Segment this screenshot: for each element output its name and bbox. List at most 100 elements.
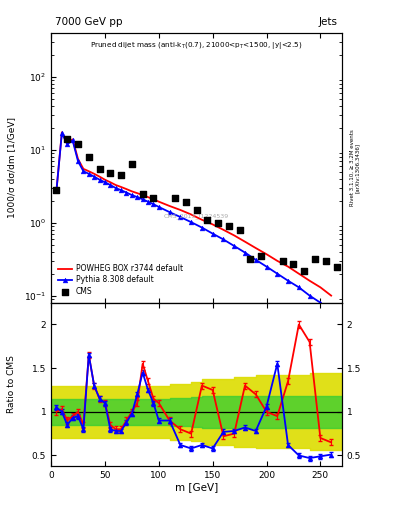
CMS — [118, 171, 124, 179]
Pythia 8.308 default — [108, 182, 113, 188]
Pythia 8.308 default — [86, 171, 91, 177]
CMS — [140, 190, 146, 198]
CMS — [237, 226, 243, 234]
Pythia 8.308 default — [70, 137, 75, 143]
Pythia 8.308 default — [189, 219, 193, 225]
Pythia 8.308 default — [103, 179, 107, 185]
POWHEG BOX r3744 default — [86, 168, 91, 174]
Pythia 8.308 default — [119, 187, 123, 194]
POWHEG BOX r3744 default — [103, 177, 107, 183]
CMS — [129, 159, 135, 167]
X-axis label: m [GeV]: m [GeV] — [175, 482, 218, 493]
POWHEG BOX r3744 default — [97, 174, 102, 180]
Text: 7000 GeV pp: 7000 GeV pp — [55, 17, 123, 27]
CMS — [290, 260, 297, 268]
POWHEG BOX r3744 default — [307, 278, 312, 284]
POWHEG BOX r3744 default — [189, 211, 193, 218]
POWHEG BOX r3744 default — [329, 292, 334, 298]
POWHEG BOX r3744 default — [264, 251, 269, 258]
CMS — [258, 252, 264, 260]
Pythia 8.308 default — [124, 189, 129, 196]
Pythia 8.308 default — [140, 196, 145, 202]
POWHEG BOX r3744 default — [54, 187, 59, 194]
Pythia 8.308 default — [130, 192, 134, 198]
CMS — [150, 194, 156, 202]
CMS — [323, 257, 329, 265]
Pythia 8.308 default — [318, 300, 323, 306]
CMS — [193, 206, 200, 214]
POWHEG BOX r3744 default — [200, 217, 204, 223]
Text: Jets: Jets — [319, 17, 338, 27]
CMS — [226, 222, 232, 230]
Text: Pruned dijet mass (anti-k$_\mathregular{T}$(0.7), 21000<p$_\mathregular{T}$<1500: Pruned dijet mass (anti-k$_\mathregular{… — [90, 40, 303, 51]
CMS — [96, 165, 103, 173]
CMS — [86, 153, 92, 161]
CMS — [75, 140, 81, 148]
CMS — [333, 263, 340, 271]
POWHEG BOX r3744 default — [59, 129, 64, 135]
POWHEG BOX r3744 default — [275, 258, 280, 264]
POWHEG BOX r3744 default — [242, 239, 247, 245]
POWHEG BOX r3744 default — [146, 194, 151, 200]
Pythia 8.308 default — [92, 174, 97, 180]
CMS — [301, 267, 307, 275]
POWHEG BOX r3744 default — [178, 207, 183, 213]
POWHEG BOX r3744 default — [140, 192, 145, 198]
POWHEG BOX r3744 default — [253, 245, 258, 251]
POWHEG BOX r3744 default — [156, 199, 161, 205]
POWHEG BOX r3744 default — [296, 271, 301, 277]
Pythia 8.308 default — [275, 271, 280, 277]
Pythia 8.308 default — [210, 230, 215, 237]
Y-axis label: Rivet 3.1.10, ≥ 3.2M events
[arXiv:1306.3436]: Rivet 3.1.10, ≥ 3.2M events [arXiv:1306.… — [349, 130, 360, 206]
POWHEG BOX r3744 default — [318, 284, 323, 290]
Pythia 8.308 default — [76, 158, 81, 164]
POWHEG BOX r3744 default — [135, 190, 140, 196]
POWHEG BOX r3744 default — [286, 264, 290, 270]
Pythia 8.308 default — [65, 141, 70, 147]
Pythia 8.308 default — [242, 249, 247, 255]
CMS — [53, 186, 60, 195]
POWHEG BOX r3744 default — [108, 179, 113, 185]
Pythia 8.308 default — [264, 264, 269, 270]
POWHEG BOX r3744 default — [124, 186, 129, 192]
POWHEG BOX r3744 default — [130, 188, 134, 195]
CMS — [312, 254, 318, 263]
POWHEG BOX r3744 default — [92, 171, 97, 177]
POWHEG BOX r3744 default — [221, 227, 226, 233]
Pythia 8.308 default — [167, 209, 172, 215]
Pythia 8.308 default — [178, 214, 183, 220]
CMS — [183, 198, 189, 206]
POWHEG BOX r3744 default — [76, 156, 81, 162]
Pythia 8.308 default — [146, 199, 151, 205]
Pythia 8.308 default — [296, 284, 301, 290]
POWHEG BOX r3744 default — [151, 196, 156, 202]
Pythia 8.308 default — [286, 278, 290, 284]
Text: CMS_2013_I1224539: CMS_2013_I1224539 — [164, 214, 229, 219]
Pythia 8.308 default — [329, 309, 334, 315]
Pythia 8.308 default — [97, 177, 102, 183]
Pythia 8.308 default — [221, 237, 226, 243]
CMS — [279, 257, 286, 265]
Pythia 8.308 default — [81, 168, 86, 174]
CMS — [215, 219, 221, 227]
Pythia 8.308 default — [54, 187, 59, 194]
POWHEG BOX r3744 default — [210, 221, 215, 227]
Legend: POWHEG BOX r3744 default, Pythia 8.308 default, CMS: POWHEG BOX r3744 default, Pythia 8.308 d… — [55, 261, 186, 299]
Pythia 8.308 default — [156, 204, 161, 210]
Pythia 8.308 default — [307, 292, 312, 298]
Pythia 8.308 default — [135, 194, 140, 200]
CMS — [107, 169, 114, 177]
CMS — [172, 194, 178, 202]
POWHEG BOX r3744 default — [65, 140, 70, 146]
CMS — [204, 216, 210, 224]
Pythia 8.308 default — [232, 243, 237, 249]
CMS — [64, 135, 70, 143]
POWHEG BOX r3744 default — [119, 184, 123, 190]
Y-axis label: 1000/σ dσ/dm [1/GeV]: 1000/σ dσ/dm [1/GeV] — [7, 117, 16, 219]
CMS — [247, 254, 253, 263]
Pythia 8.308 default — [59, 130, 64, 136]
Pythia 8.308 default — [253, 257, 258, 263]
Pythia 8.308 default — [113, 185, 118, 191]
POWHEG BOX r3744 default — [81, 166, 86, 172]
POWHEG BOX r3744 default — [70, 136, 75, 142]
